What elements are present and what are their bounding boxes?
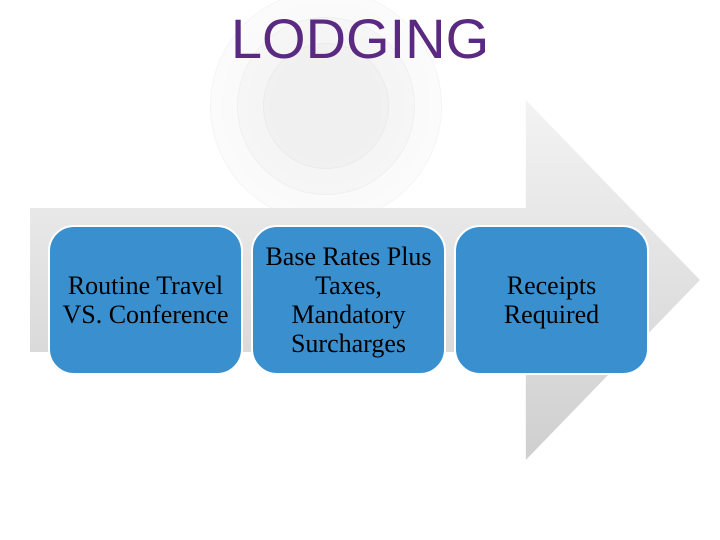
boxes-row: Routine Travel VS. Conference Base Rates…	[48, 225, 649, 375]
box-label: Base Rates Plus Taxes, Mandatory Surchar…	[265, 242, 432, 358]
arrow-graphic: Routine Travel VS. Conference Base Rates…	[30, 80, 700, 480]
box-routine: Routine Travel VS. Conference	[48, 225, 243, 375]
box-base: Base Rates Plus Taxes, Mandatory Surchar…	[251, 225, 446, 375]
page-title: LODGING	[0, 6, 720, 71]
box-label: Routine Travel VS. Conference	[62, 271, 229, 329]
box-receipts: Receipts Required	[454, 225, 649, 375]
slide: LODGING Routine Travel VS. Conference Ba…	[0, 0, 720, 540]
box-label: Receipts Required	[468, 271, 635, 329]
